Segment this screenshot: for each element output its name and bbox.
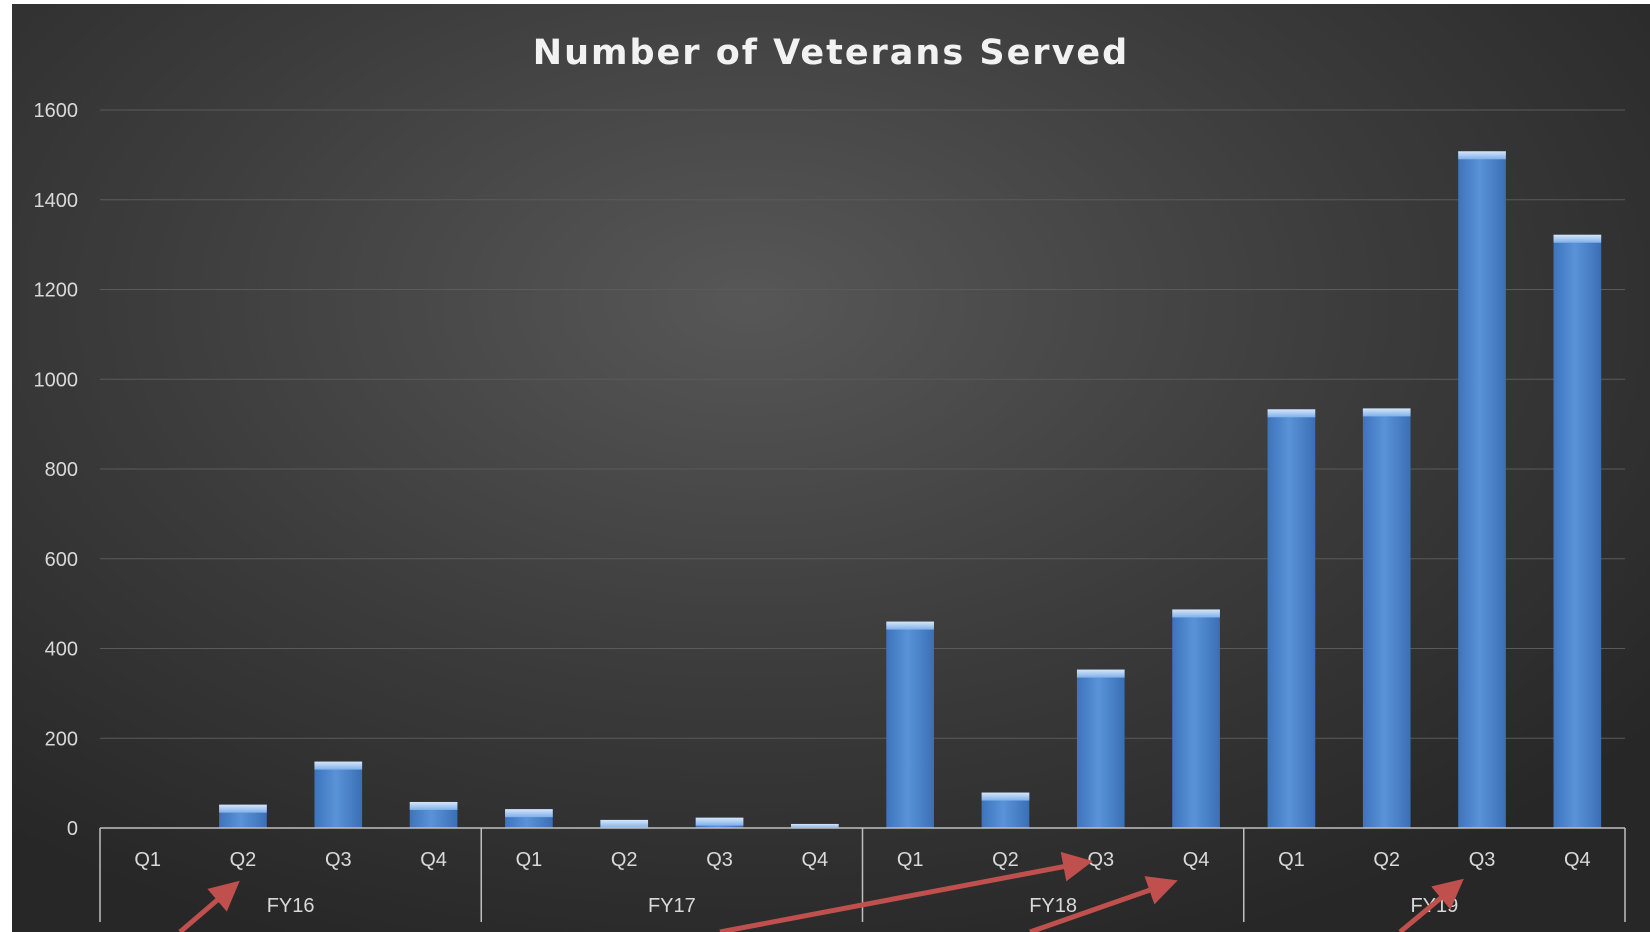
y-tick-label: 400 bbox=[45, 639, 78, 661]
x-group-label: FY17 bbox=[648, 895, 696, 917]
bar-cap bbox=[1553, 234, 1602, 243]
x-tick-label: Q3 bbox=[706, 849, 733, 871]
x-tick-label: Q4 bbox=[1564, 849, 1591, 871]
bar-cap bbox=[409, 801, 458, 810]
x-axis: Q1 Q2 Q3 Q4 FY16 Q1 Q2 Q3 Q4 FY17 Q1 Q2 Q3 Q4 FY18 Q1 Q2… bbox=[99, 827, 1626, 922]
x-group-label: FY18 bbox=[1029, 895, 1077, 917]
x-tick-label: Q3 bbox=[325, 849, 352, 871]
bar-cap bbox=[1362, 408, 1411, 417]
bar-fy18-q4 bbox=[1172, 609, 1220, 828]
x-group-label: FY16 bbox=[267, 895, 315, 917]
bar-cap bbox=[1172, 609, 1220, 618]
x-tick-label: Q3 bbox=[1087, 849, 1114, 871]
bar-fy18-q1 bbox=[886, 621, 934, 828]
bar-cap bbox=[695, 817, 744, 826]
bar-fy19-q3 bbox=[1458, 151, 1506, 828]
y-tick-label: 0 bbox=[67, 818, 78, 840]
bar-cap bbox=[886, 621, 934, 630]
y-tick-label: 1200 bbox=[34, 280, 79, 302]
bar-fy18-q3 bbox=[1076, 669, 1125, 828]
bar-cap bbox=[314, 761, 363, 770]
x-tick-label: Q2 bbox=[230, 849, 257, 871]
gridlines: 0 200 400 600 800 1000 1200 1400 1600 bbox=[34, 100, 1625, 840]
bar-cap bbox=[1458, 151, 1506, 160]
annotation-arrows bbox=[178, 851, 1464, 932]
y-tick-label: 600 bbox=[45, 549, 78, 571]
bar-fy16-q3 bbox=[314, 761, 363, 828]
annotation-arrow bbox=[1029, 876, 1178, 932]
bar-cap bbox=[600, 819, 649, 828]
bar-fy19-q1 bbox=[1267, 409, 1316, 828]
chart-title: Number of Veterans Served bbox=[533, 33, 1129, 73]
x-tick-label: Q3 bbox=[1469, 849, 1496, 871]
x-tick-label: Q2 bbox=[611, 849, 638, 871]
bar-cap bbox=[1076, 669, 1125, 678]
x-tick-label: Q4 bbox=[420, 849, 447, 871]
x-tick-label: Q4 bbox=[802, 849, 829, 871]
x-tick-label: Q1 bbox=[516, 849, 543, 871]
x-tick-label: Q1 bbox=[1278, 849, 1305, 871]
bar-cap bbox=[981, 792, 1030, 801]
y-tick-label: 1600 bbox=[34, 100, 79, 122]
y-tick-label: 1400 bbox=[34, 190, 79, 212]
annotation-arrow bbox=[178, 880, 240, 932]
y-tick-label: 800 bbox=[45, 459, 78, 481]
y-tick-label: 1000 bbox=[34, 369, 79, 391]
bar-fy19-q4 bbox=[1553, 234, 1602, 828]
x-tick-label: Q2 bbox=[1373, 849, 1400, 871]
bar-cap bbox=[505, 809, 553, 818]
bar-fy19-q2 bbox=[1362, 408, 1411, 828]
x-tick-label: Q1 bbox=[134, 849, 161, 871]
bar-cap bbox=[1267, 409, 1316, 418]
bar-cap bbox=[791, 823, 839, 828]
bars bbox=[219, 151, 1602, 828]
annotation-arrow bbox=[719, 851, 1093, 932]
annotation-arrow bbox=[1398, 878, 1464, 932]
bar-cap bbox=[219, 804, 267, 813]
x-tick-label: Q1 bbox=[897, 849, 924, 871]
x-tick-label: Q2 bbox=[992, 849, 1019, 871]
y-tick-label: 200 bbox=[45, 728, 78, 750]
x-tick-label: Q4 bbox=[1183, 849, 1210, 871]
